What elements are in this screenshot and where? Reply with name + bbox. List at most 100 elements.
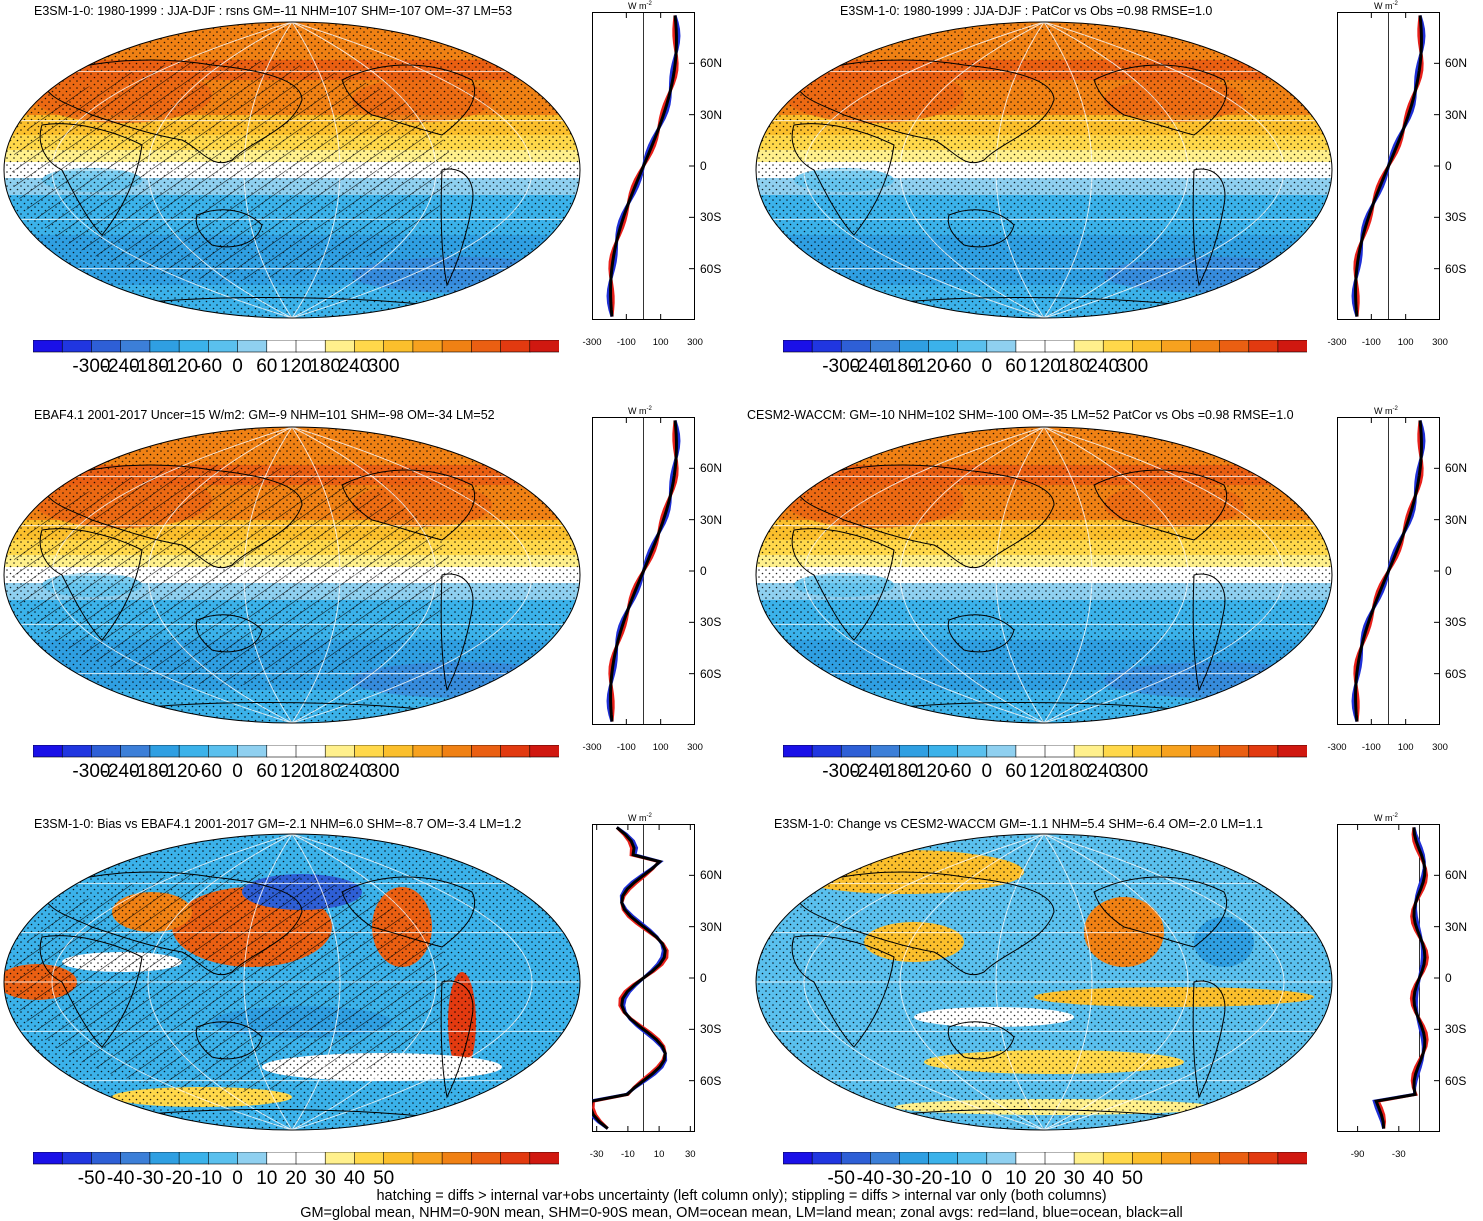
world-map — [3, 833, 581, 1131]
zonal-lat-label: 60N — [1445, 56, 1468, 71]
zonal-mean-plot — [592, 824, 695, 1132]
zonal-x-label: -300 — [582, 742, 602, 753]
colorbar-labels: -300 -240 -180 -120 -60 0 60 120 180 240 300 — [783, 356, 1307, 380]
colorbar-tick-label: 0 — [232, 1168, 243, 1189]
colorbar-tick-label: -300 — [72, 356, 111, 377]
colorbar-tick-label: -50 — [77, 1168, 106, 1189]
zonal-x-label: 300 — [1432, 742, 1448, 753]
zonal-x-label: -300 — [1327, 742, 1347, 753]
zonal-x-labels: -300 -100 100 300 — [1327, 742, 1447, 756]
panel-title: E3SM-1-0: 1980-1999 : JJA-DJF : rsns GM=… — [34, 4, 513, 18]
colorbar-tick-label: 20 — [285, 1168, 307, 1189]
zonal-x-label: 10 — [653, 1149, 665, 1160]
zonal-units-label: W m-2 — [628, 813, 652, 823]
zonal-units-label: W m-2 — [1374, 813, 1398, 823]
colorbar-tick-label: -240 — [101, 356, 140, 377]
colorbar-tick-label: 60 — [256, 761, 278, 782]
zonal-units-label: W m-2 — [1374, 1, 1398, 11]
zonal-x-labels: -90 -30 — [1337, 1149, 1440, 1163]
colorbar-tick-label: -60 — [943, 356, 972, 377]
zonal-x-labels: -30 -10 10 30 — [590, 1149, 696, 1163]
colorbar-tick-label: 30 — [314, 1168, 336, 1189]
colorbar-tick-label: 30 — [1063, 1168, 1085, 1189]
colorbar-tick-label: -40 — [856, 1168, 885, 1189]
footer-note-legend: GM=global mean, NHM=0-90N mean, SHM=0-90… — [300, 1205, 1183, 1221]
zonal-lat-labels: 60N 30N 0 30S 60S — [1445, 417, 1483, 725]
panel-title: E3SM-1-0: Change vs CESM2-WACCM GM=-1.1 … — [774, 817, 1263, 831]
zonal-lat-label: 30S — [1445, 615, 1467, 630]
colorbar-tick-label: 0 — [981, 356, 993, 377]
zonal-x-label: 300 — [687, 337, 703, 348]
panel-title: E3SM-1-0: Bias vs EBAF4.1 2001-2017 GM=-… — [34, 817, 522, 831]
colorbar-labels: -300 -240 -180 -120 -60 0 60 120 180 240 300 — [33, 356, 559, 380]
zonal-lat-label: 60S — [1445, 666, 1467, 681]
zonal-lat-label: 60S — [1445, 1073, 1467, 1088]
colorbar-tick-label: -50 — [827, 1168, 855, 1189]
colorbar-tick-label: -60 — [194, 761, 223, 782]
zonal-lat-label: 0 — [1445, 159, 1452, 173]
world-map — [755, 426, 1333, 724]
zonal-x-labels: -300 -100 100 300 — [582, 742, 702, 756]
zonal-lat-labels: 60N 30N 0 30S 60S — [1445, 12, 1483, 320]
colorbar-tick-label: 60 — [256, 356, 278, 377]
zonal-x-label: -30 — [1391, 1149, 1406, 1160]
zonal-lat-label: 30N — [700, 919, 723, 934]
zonal-lat-label: 60S — [1445, 261, 1467, 276]
world-map — [3, 21, 581, 319]
colorbar-tick-label: 60 — [1005, 761, 1027, 782]
zonal-lat-label: 30N — [700, 107, 723, 122]
colorbar-tick-label: -120 — [160, 761, 199, 782]
zonal-lat-label: 0 — [700, 159, 707, 173]
zonal-lat-labels: 60N 30N 0 30S 60S — [1445, 824, 1483, 1132]
colorbar-tick-label: 20 — [1034, 1168, 1056, 1189]
colorbar-labels: -50 -40 -30 -20 -10 0 10 20 30 40 50 — [33, 1168, 559, 1192]
colorbar-tick-label: 50 — [373, 1168, 395, 1189]
zonal-x-label: -100 — [1361, 742, 1381, 753]
zonal-lat-label: 30S — [1445, 210, 1467, 225]
colorbar-tick-label: -20 — [165, 1168, 193, 1189]
zonal-lat-label: 60S — [700, 1073, 722, 1088]
zonal-mean-plot — [592, 417, 695, 725]
world-map — [755, 21, 1333, 319]
zonal-x-label: -100 — [616, 337, 636, 348]
colorbar-tick-label: 240 — [1087, 761, 1120, 782]
colorbar-tick-label: 10 — [256, 1168, 278, 1189]
colorbar-tick-label: 40 — [343, 1168, 366, 1189]
zonal-x-label: -100 — [616, 742, 636, 753]
colorbar-tick-label: -180 — [880, 761, 919, 782]
zonal-units-label: W m-2 — [1374, 406, 1398, 416]
zonal-lat-label: 0 — [1445, 971, 1452, 985]
colorbar-tick-label: -40 — [106, 1168, 135, 1189]
colorbar-tick-label: -10 — [194, 1168, 223, 1189]
zonal-lat-label: 30N — [700, 512, 723, 527]
colorbar-tick-label: 120 — [280, 761, 312, 782]
zonal-x-label: 300 — [1432, 337, 1448, 348]
colorbar-tick-label: -300 — [822, 356, 861, 377]
colorbar-tick-label: -60 — [943, 761, 972, 782]
colorbar — [783, 745, 1307, 758]
panel-title: EBAF4.1 2001-2017 Uncer=15 W/m2: GM=-9 N… — [34, 408, 495, 422]
panel-ebaf-obs: EBAF4.1 2001-2017 Uncer=15 W/m2: GM=-9 N… — [0, 405, 742, 800]
zonal-x-label: 30 — [685, 1149, 696, 1160]
colorbar-tick-label: 0 — [232, 356, 243, 377]
zonal-mean-plot — [1337, 824, 1440, 1132]
world-map — [3, 426, 581, 724]
colorbar-labels: -300 -240 -180 -120 -60 0 60 120 180 240 300 — [33, 761, 559, 785]
zonal-x-label: 100 — [1397, 337, 1414, 348]
zonal-lat-label: 60N — [700, 461, 723, 476]
colorbar-tick-label: 10 — [1005, 1168, 1027, 1189]
zonal-mean-plot — [592, 12, 695, 320]
colorbar-tick-label: 60 — [1005, 356, 1027, 377]
zonal-units-label: W m-2 — [628, 1, 652, 11]
zonal-lat-label: 60N — [1445, 868, 1468, 883]
colorbar-tick-label: -120 — [909, 356, 948, 377]
zonal-x-label: -300 — [582, 337, 602, 348]
panel-e3sm-patcor: E3SM-1-0: 1980-1999 : JJA-DJF : PatCor v… — [742, 0, 1483, 395]
colorbar-tick-label: 0 — [232, 761, 243, 782]
zonal-lat-label: 60S — [700, 261, 722, 276]
colorbar-tick-label: 120 — [280, 356, 312, 377]
colorbar-tick-label: 0 — [981, 761, 993, 782]
colorbar-tick-label: 180 — [309, 761, 342, 782]
colorbar-tick-label: 300 — [367, 356, 400, 377]
zonal-lat-label: 30S — [700, 615, 722, 630]
